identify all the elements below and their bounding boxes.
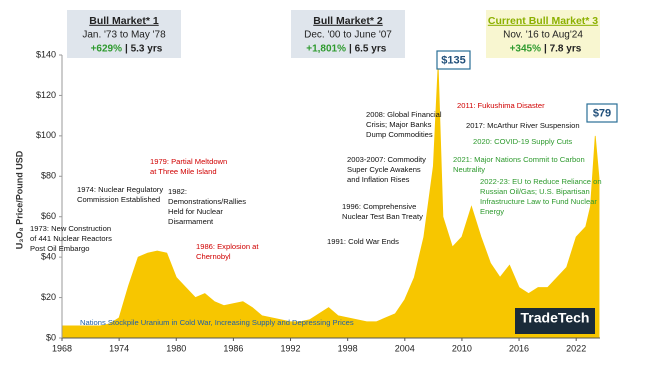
- annotation: Commission Established: [77, 195, 160, 204]
- annotation: 2008: Global Financial: [366, 110, 442, 119]
- price-area: [61, 65, 600, 339]
- header-title: Bull Market* 1: [89, 15, 159, 27]
- annotation: Demonstrations/Rallies: [168, 197, 246, 206]
- x-tick-label: 1992: [281, 343, 301, 353]
- annotation: 2003-2007: Commodity: [347, 155, 426, 164]
- x-tick-label: 2004: [395, 343, 415, 353]
- header-box: [291, 10, 405, 58]
- header-box: [486, 10, 600, 58]
- logo: TradeTech: [521, 310, 590, 326]
- annotation: 1996: Comprehensive: [342, 202, 416, 211]
- x-tick-label: 1998: [338, 343, 358, 353]
- y-tick-label: $140: [36, 49, 56, 59]
- annotation: Nuclear Test Ban Treaty: [342, 212, 423, 221]
- y-tick-label: $40: [41, 252, 56, 262]
- header-title: Current Bull Market* 3: [488, 15, 598, 27]
- annotation: 2017: McArthur River Suspension: [466, 121, 580, 130]
- header-period: Jan. '73 to May '78: [82, 30, 166, 41]
- y-tick-label: $120: [36, 90, 56, 100]
- annotation: and Inflation Rises: [347, 175, 410, 184]
- annotation: Nations Stockpile Uranium in Cold War, I…: [80, 318, 354, 327]
- annotation: Disarmament: [168, 217, 214, 226]
- annotation: 2020: COVID-19 Supply Cuts: [473, 137, 572, 146]
- header-duration: | 7.8 yrs: [544, 44, 582, 55]
- header-title: Bull Market* 2: [313, 15, 383, 27]
- x-tick-label: 1980: [166, 343, 186, 353]
- annotation: Crisis; Major Banks: [366, 120, 432, 129]
- x-tick-label: 2010: [452, 343, 472, 353]
- x-tick-label: 1986: [223, 343, 243, 353]
- y-tick-label: $60: [41, 211, 56, 221]
- annotation: 1986: Explosion at: [196, 242, 259, 251]
- price-callout: $79: [593, 107, 611, 119]
- annotation: 1973: New Construction: [30, 224, 111, 233]
- price-callout: $135: [441, 54, 465, 66]
- x-tick-label: 1968: [52, 343, 72, 353]
- header-period: Nov. '16 to Aug'24: [503, 30, 583, 41]
- header-duration: | 6.5 yrs: [349, 44, 387, 55]
- annotation: at Three Mile Island: [150, 167, 217, 176]
- annotation: 2022-23: EU to Reduce Reliance on: [480, 177, 602, 186]
- annotation: Super Cycle Awakens: [347, 165, 421, 174]
- y-axis-label: U₃O₈ Price/Pound USD: [14, 150, 24, 249]
- annotation: 1982:: [168, 187, 187, 196]
- annotation: 2011: Fukushima Disaster: [457, 101, 545, 110]
- annotation: Chernobyl: [196, 252, 231, 261]
- annotation: of 441 Nuclear Reactors: [30, 234, 112, 243]
- logo-box: [515, 308, 595, 334]
- annotation: 1991: Cold War Ends: [327, 237, 399, 246]
- annotation: Dump Commodities: [366, 130, 433, 139]
- annotation: Energy: [480, 207, 504, 216]
- header-gain: +345%: [510, 44, 542, 55]
- y-tick-label: $20: [41, 292, 56, 302]
- annotation: 1979: Partial Meltdown: [150, 157, 227, 166]
- header-box: [67, 10, 181, 58]
- y-tick-label: $80: [41, 171, 56, 181]
- header-gain: +629%: [91, 44, 123, 55]
- price-callout-box: [436, 50, 471, 70]
- annotation: Held for Nuclear: [168, 207, 223, 216]
- annotation: Infrastructure Law to Fund Nuclear: [480, 197, 597, 206]
- annotation: Neutrality: [453, 165, 485, 174]
- x-tick-label: 2016: [509, 343, 529, 353]
- y-tick-label: $0: [46, 332, 56, 342]
- annotation: 1974: Nuclear Regulatory: [77, 185, 163, 194]
- header-period: Dec. '00 to June '07: [304, 30, 392, 41]
- price-callout-box: [586, 103, 618, 123]
- x-tick-label: 2022: [566, 343, 586, 353]
- annotation: Russian Oil/Gas; U.S. Bipartisan: [480, 187, 590, 196]
- y-tick-label: $100: [36, 130, 56, 140]
- annotation: Post Oil Embargo: [30, 244, 90, 253]
- x-tick-label: 1974: [109, 343, 129, 353]
- header-gain: +1,801%: [306, 44, 346, 55]
- annotation: 2021: Major Nations Commit to Carbon: [453, 155, 585, 164]
- header-duration: | 5.3 yrs: [125, 44, 163, 55]
